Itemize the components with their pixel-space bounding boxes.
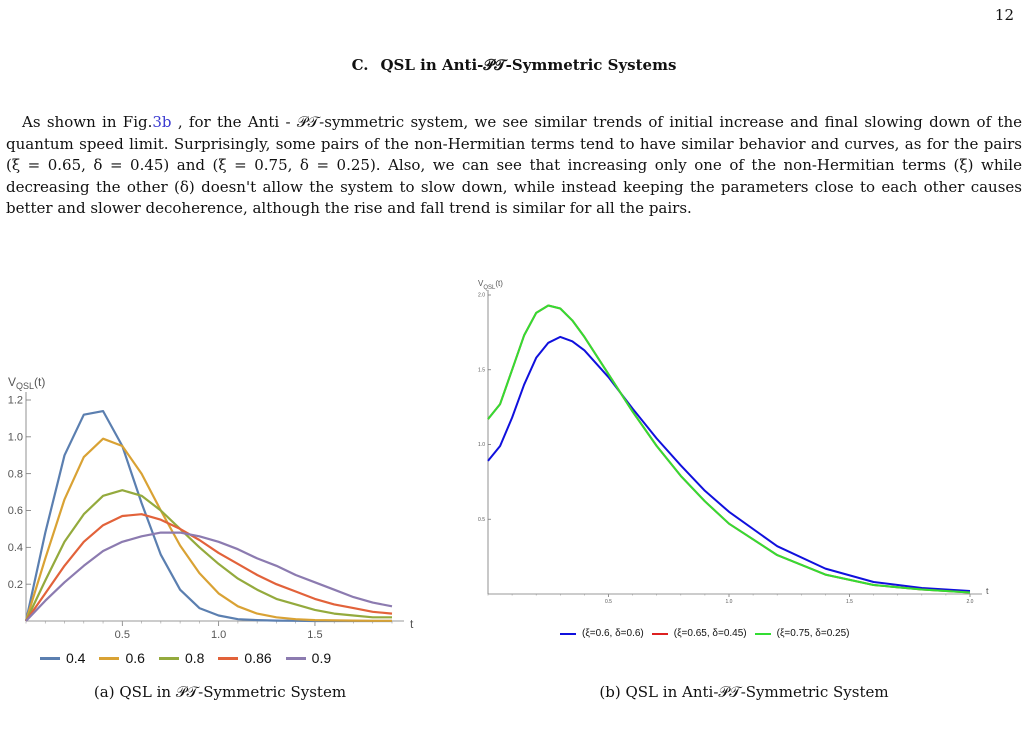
page-number: 12 bbox=[994, 6, 1014, 24]
chart-a-x-axis-label: t bbox=[410, 617, 414, 631]
series-line-2 bbox=[25, 489, 392, 622]
y-tick-label: 0.2 bbox=[8, 579, 23, 591]
paragraph-text-before: As shown in Fig. bbox=[22, 113, 153, 131]
chart-a-legend-item-4: 0.9 bbox=[285, 650, 332, 666]
chart-anti-pt-symmetric: 0.5 1.0 1.5 2.0 0.5 1.0 1.5 2.0 VQSL(t) t bbox=[478, 279, 989, 605]
x-tick-label: 0.5 bbox=[605, 599, 612, 605]
section-label: C. bbox=[351, 56, 369, 74]
chart-a-legend-item-1: 0.6 bbox=[99, 650, 145, 666]
figure-reference-link[interactable]: 3b bbox=[152, 113, 172, 131]
series-line-1 bbox=[487, 304, 971, 594]
legend-swatch bbox=[754, 632, 771, 635]
chart-b-legend-item-1: (ξ=0.65, δ=0.45) bbox=[651, 628, 747, 639]
series-line-0 bbox=[24, 410, 392, 623]
chart-b-legend-item-0: (ξ=0.6, δ=0.6) bbox=[560, 628, 644, 639]
chart-a-legend-item-2: 0.8 bbox=[158, 650, 205, 666]
x-tick-label: 0.5 bbox=[115, 629, 130, 640]
series-line-4 bbox=[25, 531, 393, 622]
y-tick-label: 0.4 bbox=[8, 542, 23, 554]
y-tick-label: 1.0 bbox=[478, 442, 485, 448]
chart-b-legend-item-2: (ξ=0.75, δ=0.25) bbox=[754, 628, 850, 639]
y-tick-label: 2.0 bbox=[478, 293, 485, 299]
y-tick-label: 1.5 bbox=[478, 367, 485, 373]
section-title: QSL in Anti-𝒫𝒯-Symmetric Systems bbox=[380, 56, 677, 74]
y-tick-label: 1.0 bbox=[8, 432, 23, 444]
series-line-0 bbox=[487, 335, 971, 592]
y-tick-label: 0.6 bbox=[8, 505, 23, 517]
legend-swatch bbox=[218, 656, 239, 660]
chart-a-legend: 0.4 0.6 0.8 0.86 0.9 bbox=[40, 650, 440, 666]
legend-label: 0.4 bbox=[66, 650, 86, 666]
x-tick-label: 2.0 bbox=[967, 599, 974, 605]
x-tick-label: 1.0 bbox=[726, 599, 733, 605]
paragraph-text-after: , for the Anti - 𝒫𝒯-symmetric system, we… bbox=[6, 113, 1022, 217]
figure-caption-b: (b) QSL in Anti-𝒫𝒯-Symmetric System bbox=[599, 683, 889, 701]
x-tick-label: 1.0 bbox=[211, 629, 226, 640]
chart-b-legend: (ξ=0.6, δ=0.6) (ξ=0.65, δ=0.45) (ξ=0.75, δ… bbox=[560, 628, 960, 639]
legend-label: (ξ=0.6, δ=0.6) bbox=[582, 628, 644, 639]
legend-swatch bbox=[40, 656, 60, 660]
legend-swatch bbox=[285, 656, 306, 660]
x-tick-label: 1.5 bbox=[846, 599, 853, 605]
chart-a-y-axis-label: VQSL(t) bbox=[8, 375, 45, 391]
legend-label: 0.86 bbox=[244, 650, 272, 666]
chart-b-x-axis-label: t bbox=[986, 586, 989, 596]
chart-a-legend-item-0: 0.4 bbox=[40, 650, 85, 666]
legend-swatch bbox=[651, 632, 668, 635]
legend-label: 0.9 bbox=[311, 650, 332, 666]
legend-swatch bbox=[560, 632, 576, 635]
legend-swatch bbox=[99, 656, 120, 660]
chart-a-series-lines bbox=[24, 410, 393, 623]
y-tick-label: 0.5 bbox=[478, 517, 485, 523]
chart-b-series-lines bbox=[487, 304, 971, 594]
y-tick-label: 0.8 bbox=[8, 468, 23, 480]
chart-a-axes: 0.5 1.0 1.5 0.2 0.4 0.6 0.8 1.0 1.2 bbox=[8, 392, 404, 640]
chart-pt-symmetric: 0.5 1.0 1.5 0.2 0.4 0.6 0.8 1.0 1.2 VQSL(t) t bbox=[8, 375, 414, 640]
legend-label: (ξ=0.65, δ=0.45) bbox=[673, 628, 747, 639]
legend-label: (ξ=0.75, δ=0.25) bbox=[776, 628, 850, 639]
chart-b-y-axis-label: VQSL(t) bbox=[478, 279, 503, 291]
legend-swatch bbox=[158, 656, 179, 660]
series-line-2 bbox=[487, 304, 971, 594]
x-tick-label: 1.5 bbox=[307, 629, 322, 640]
chart-b-axes: 0.5 1.0 1.5 2.0 0.5 1.0 1.5 2.0 bbox=[478, 290, 982, 605]
y-tick-label: 1.2 bbox=[8, 395, 23, 407]
body-paragraph: As shown in Fig.3b , for the Anti - 𝒫𝒯-s… bbox=[6, 112, 1022, 220]
legend-label: 0.8 bbox=[184, 650, 205, 666]
series-line-3 bbox=[25, 513, 393, 622]
legend-label: 0.6 bbox=[125, 650, 145, 666]
figure-caption-a: (a) QSL in 𝒫𝒯-Symmetric System bbox=[93, 683, 347, 701]
section-heading: C. QSL in Anti-𝒫𝒯-Symmetric Systems bbox=[0, 56, 1028, 74]
series-line-1 bbox=[24, 437, 392, 622]
chart-a-legend-item-3: 0.86 bbox=[218, 650, 272, 666]
